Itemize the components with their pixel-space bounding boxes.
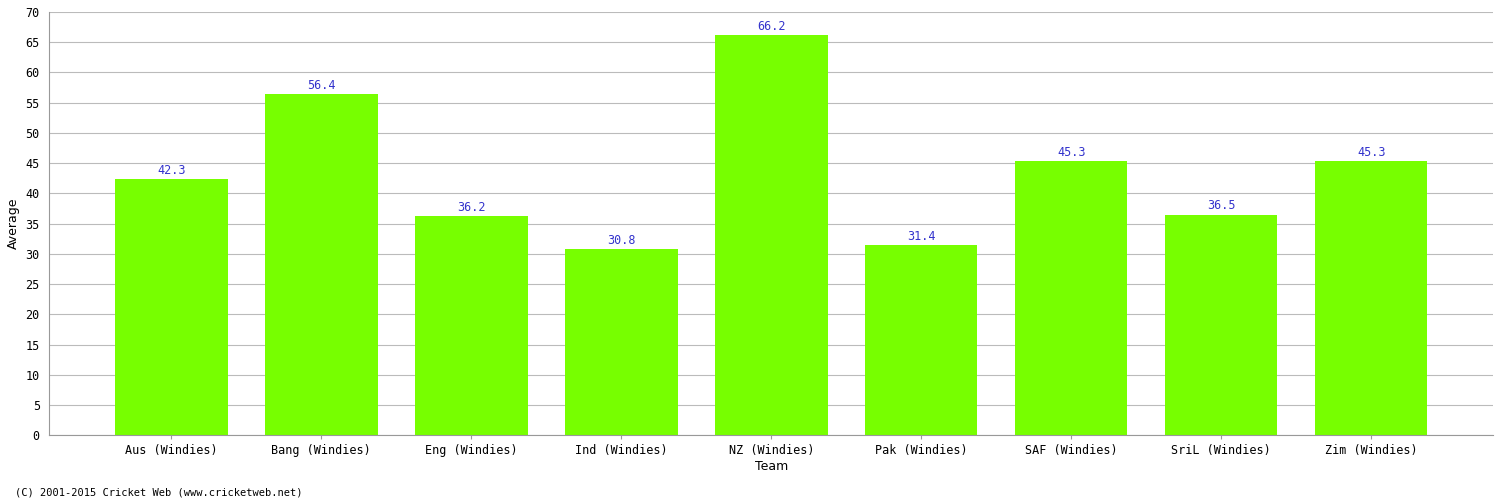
Text: 30.8: 30.8	[608, 234, 636, 246]
Text: 56.4: 56.4	[308, 79, 336, 92]
Text: (C) 2001-2015 Cricket Web (www.cricketweb.net): (C) 2001-2015 Cricket Web (www.cricketwe…	[15, 488, 303, 498]
X-axis label: Team: Team	[754, 460, 788, 473]
Text: 36.5: 36.5	[1208, 199, 1236, 212]
Text: 45.3: 45.3	[1358, 146, 1386, 159]
Bar	[266, 94, 378, 435]
Y-axis label: Average: Average	[8, 198, 20, 250]
Bar	[1166, 214, 1278, 435]
Bar	[1016, 162, 1128, 435]
Text: 45.3: 45.3	[1058, 146, 1086, 159]
Bar	[1316, 162, 1428, 435]
Text: 66.2: 66.2	[758, 20, 786, 32]
Bar	[566, 249, 678, 435]
Bar	[416, 216, 528, 435]
Text: 42.3: 42.3	[158, 164, 186, 177]
Bar	[716, 35, 828, 435]
Bar	[865, 246, 978, 435]
Text: 36.2: 36.2	[458, 201, 486, 214]
Text: 31.4: 31.4	[908, 230, 936, 243]
Bar	[116, 180, 228, 435]
